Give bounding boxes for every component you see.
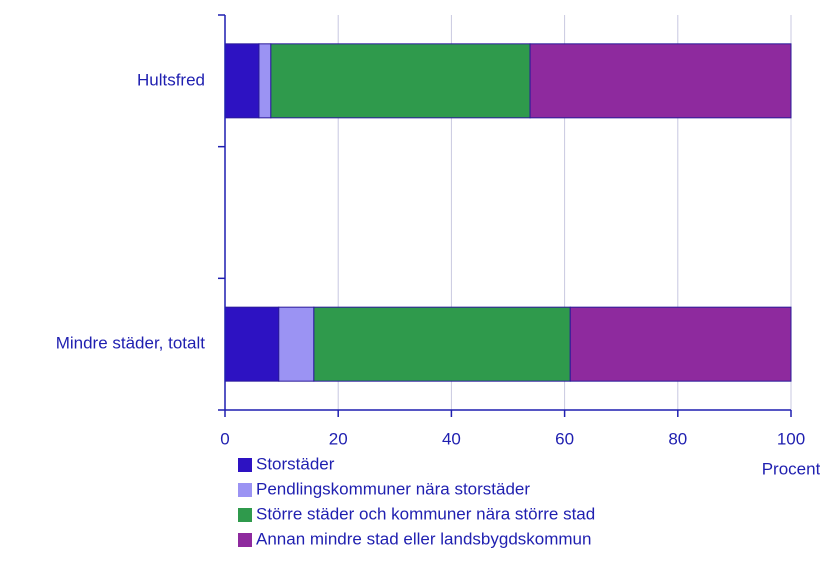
legend-label: Pendlingskommuner nära storstäder bbox=[256, 479, 530, 498]
bar-segment bbox=[278, 306, 315, 382]
x-tick-label: 0 bbox=[220, 429, 229, 448]
y-tick-label: Hultsfred bbox=[137, 70, 205, 89]
x-axis-label: Procent bbox=[762, 459, 820, 478]
legend-swatch bbox=[238, 508, 252, 522]
x-tick-label: 20 bbox=[329, 429, 348, 448]
bar-segment bbox=[258, 43, 272, 119]
bar-segment bbox=[224, 43, 260, 119]
legend-swatch bbox=[238, 458, 252, 472]
x-tick-label: 80 bbox=[668, 429, 687, 448]
x-tick-label: 40 bbox=[442, 429, 461, 448]
legend-swatch bbox=[238, 533, 252, 547]
x-tick-label: 100 bbox=[777, 429, 805, 448]
legend-label: Annan mindre stad eller landsbygdskommun bbox=[256, 529, 591, 548]
bar-segment bbox=[313, 306, 571, 382]
bar-segment bbox=[529, 43, 792, 119]
y-tick-label: Mindre städer, totalt bbox=[56, 334, 206, 353]
bar-segment bbox=[270, 43, 531, 119]
bar-segment bbox=[569, 306, 792, 382]
legend-swatch bbox=[238, 483, 252, 497]
bar-segment bbox=[224, 306, 280, 382]
x-tick-label: 60 bbox=[555, 429, 574, 448]
legend-label: Större städer och kommuner nära större s… bbox=[256, 504, 595, 523]
legend-label: Storstäder bbox=[256, 454, 335, 473]
